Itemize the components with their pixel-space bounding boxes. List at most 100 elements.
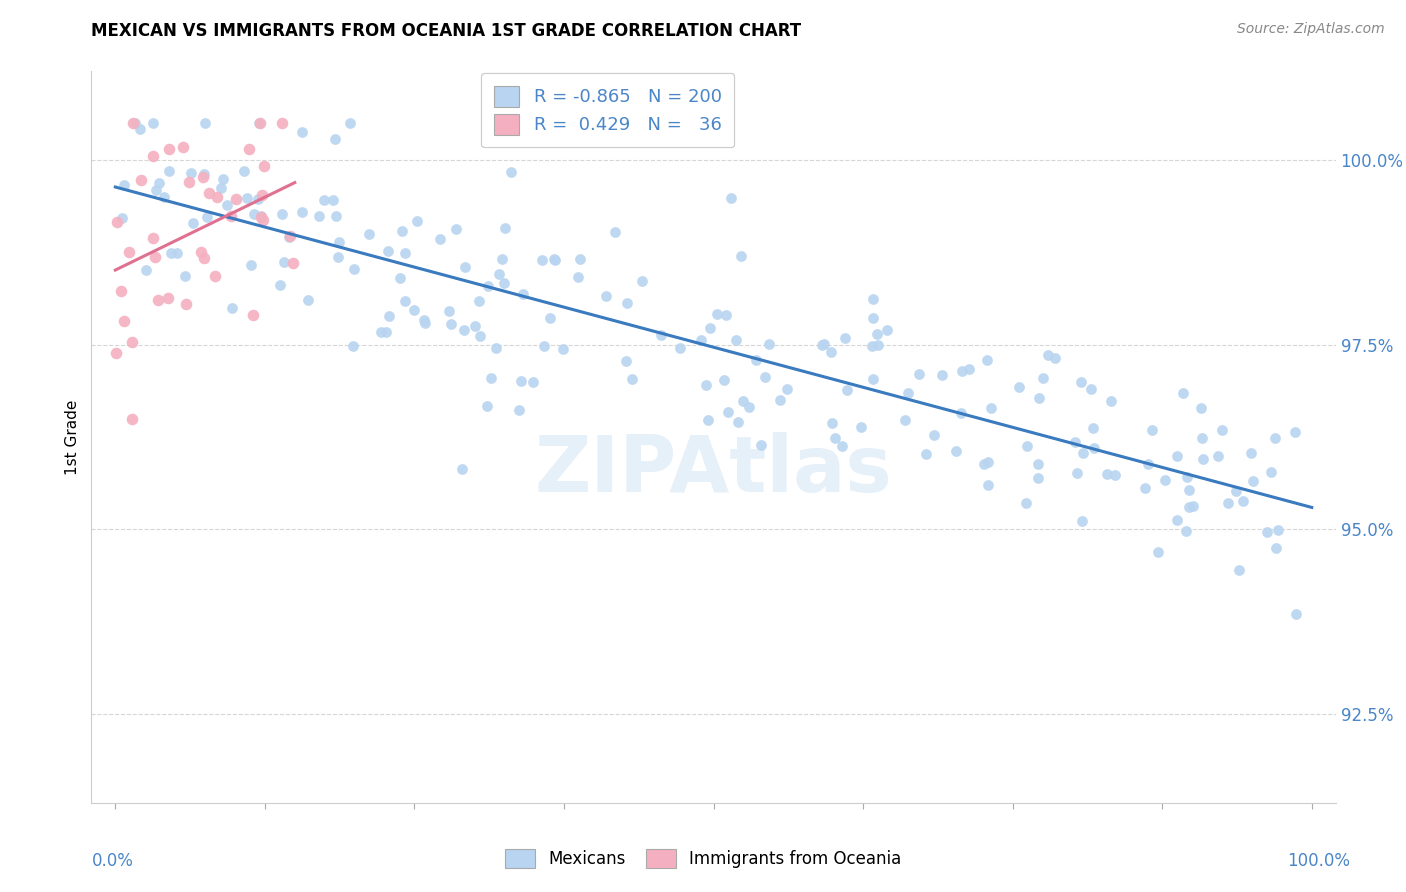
Point — [325, 209, 347, 223]
Point — [776, 382, 799, 396]
Point — [950, 406, 973, 420]
Text: ZIPAtlas: ZIPAtlas — [534, 433, 893, 508]
Point — [105, 215, 128, 229]
Point — [135, 263, 157, 277]
Point — [716, 308, 738, 322]
Point — [1260, 465, 1282, 479]
Point — [510, 375, 533, 389]
Point — [908, 367, 931, 381]
Point — [157, 142, 180, 156]
Point — [567, 270, 589, 285]
Point — [252, 212, 274, 227]
Point — [121, 335, 143, 350]
Point — [922, 427, 945, 442]
Legend: R = -0.865   N = 200, R =  0.429   N =   36: R = -0.865 N = 200, R = 0.429 N = 36 — [481, 73, 734, 147]
Point — [402, 303, 425, 318]
Point — [145, 183, 167, 197]
Point — [768, 392, 790, 407]
Point — [444, 222, 467, 236]
Point — [323, 132, 346, 146]
Point — [1206, 449, 1229, 463]
Point — [281, 256, 304, 270]
Point — [485, 341, 508, 355]
Point — [112, 178, 135, 192]
Point — [481, 370, 503, 384]
Point — [758, 337, 780, 351]
Point — [1099, 394, 1122, 409]
Point — [1216, 495, 1239, 509]
Point — [1166, 450, 1188, 464]
Point — [699, 321, 721, 335]
Point — [193, 116, 215, 130]
Point — [388, 271, 411, 285]
Point — [952, 364, 974, 378]
Point — [724, 333, 747, 347]
Point — [1071, 446, 1094, 460]
Point — [894, 413, 917, 427]
Point — [1225, 483, 1247, 498]
Point — [831, 439, 853, 453]
Point — [197, 211, 219, 225]
Point — [405, 214, 427, 228]
Point — [730, 249, 752, 263]
Point — [253, 159, 276, 173]
Point — [860, 338, 883, 352]
Point — [695, 378, 717, 392]
Point — [142, 231, 165, 245]
Point — [824, 432, 846, 446]
Point — [1028, 391, 1050, 405]
Point — [291, 205, 314, 219]
Point — [531, 253, 554, 268]
Point — [212, 172, 235, 186]
Point — [849, 420, 872, 434]
Point — [1166, 513, 1188, 527]
Point — [129, 172, 152, 186]
Point — [733, 394, 755, 409]
Point — [440, 317, 463, 331]
Point — [1177, 469, 1199, 483]
Point — [451, 462, 474, 476]
Point — [1136, 457, 1159, 471]
Point — [494, 221, 516, 235]
Point — [247, 192, 270, 206]
Point — [105, 346, 128, 360]
Point — [501, 165, 523, 179]
Point — [166, 246, 188, 260]
Point — [1014, 496, 1036, 510]
Point — [342, 339, 364, 353]
Point — [1241, 475, 1264, 489]
Point — [250, 209, 273, 223]
Text: MEXICAN VS IMMIGRANTS FROM OCEANIA 1ST GRADE CORRELATION CHART: MEXICAN VS IMMIGRANTS FROM OCEANIA 1ST G… — [91, 22, 801, 40]
Point — [706, 308, 728, 322]
Text: Source: ZipAtlas.com: Source: ZipAtlas.com — [1237, 22, 1385, 37]
Point — [717, 404, 740, 418]
Text: 100.0%: 100.0% — [1286, 852, 1350, 870]
Point — [193, 167, 215, 181]
Point — [543, 252, 565, 267]
Point — [191, 169, 214, 184]
Point — [1177, 483, 1199, 497]
Point — [868, 338, 890, 352]
Point — [124, 116, 146, 130]
Point — [278, 229, 301, 244]
Point — [494, 276, 516, 290]
Point — [394, 293, 416, 308]
Point — [394, 245, 416, 260]
Point — [811, 338, 834, 352]
Point — [339, 116, 361, 130]
Point — [973, 457, 995, 471]
Point — [862, 372, 884, 386]
Point — [193, 251, 215, 265]
Point — [143, 250, 166, 264]
Point — [616, 296, 638, 310]
Point — [669, 341, 692, 355]
Point — [1232, 494, 1254, 508]
Point — [1227, 563, 1250, 577]
Point — [142, 149, 165, 163]
Point — [238, 142, 260, 156]
Point — [1032, 370, 1054, 384]
Point — [322, 194, 344, 208]
Point — [240, 258, 263, 272]
Point — [980, 401, 1002, 415]
Point — [522, 376, 544, 390]
